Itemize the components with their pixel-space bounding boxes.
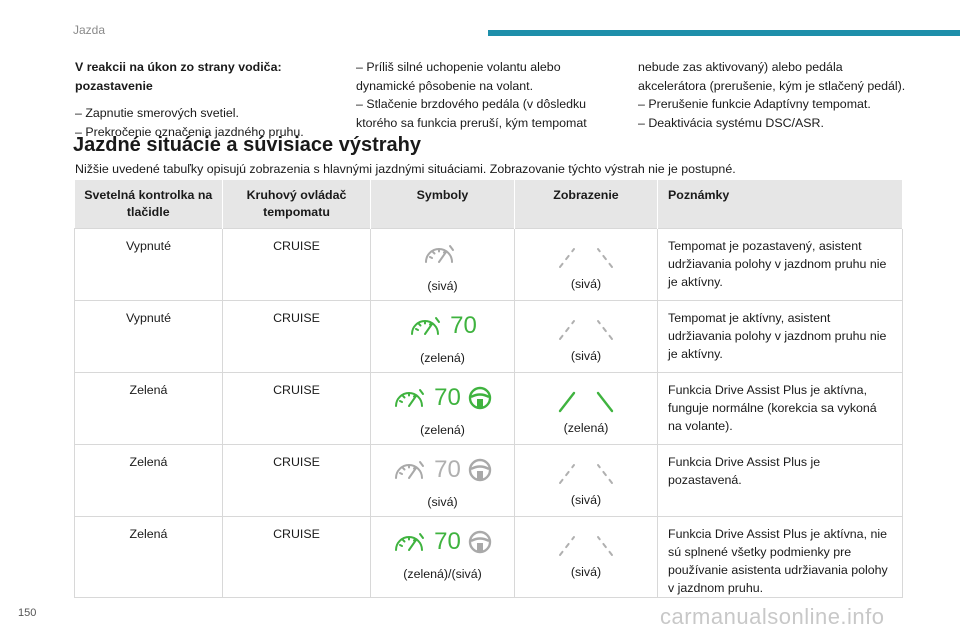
display-cell: (sivá) bbox=[514, 228, 658, 301]
note-cell: Tempomat je pozastavený, asistent udržia… bbox=[657, 228, 903, 301]
symbol-cell: 70 (sivá) bbox=[370, 444, 515, 517]
table-row: Vypnuté CRUISE (sivá) bbox=[74, 228, 903, 301]
symbol-cell: 70 (zelená) bbox=[370, 300, 515, 373]
steering-wheel-icon bbox=[468, 458, 492, 482]
light-cell: Zelená bbox=[74, 516, 223, 598]
display-cell: (sivá) bbox=[514, 300, 658, 373]
light-cell: Vypnuté bbox=[74, 300, 223, 373]
symbol-caption: (zelená)/(sivá) bbox=[403, 567, 482, 581]
speedometer-icon bbox=[395, 533, 425, 551]
section-intro: Nižšie uvedené tabuľky opisujú zobrazeni… bbox=[75, 162, 736, 176]
note-cell: Funkcia Drive Assist Plus je pozastavená… bbox=[657, 444, 903, 517]
control-cell: CRUISE bbox=[222, 300, 371, 373]
note-cell: Tempomat je aktívny, asistent udržiavani… bbox=[657, 300, 903, 373]
display-caption: (sivá) bbox=[570, 349, 602, 363]
table-row: Vypnuté CRUISE 70 (zelená) bbox=[74, 300, 903, 373]
column-header: Zobrazenie bbox=[514, 180, 658, 229]
speed-value: 70 bbox=[434, 384, 461, 411]
lane-markings-icon bbox=[559, 536, 613, 556]
intro-column-1: V reakcii na úkon zo strany vodiča: poza… bbox=[75, 58, 315, 141]
lane-markings-icon bbox=[559, 464, 613, 484]
warnings-table: Svetelná kontrolka na tlačidle Kruhový o… bbox=[74, 180, 903, 598]
display-caption: (sivá) bbox=[570, 493, 602, 507]
symbol-caption: (sivá) bbox=[427, 279, 458, 293]
table-row: Zelená CRUISE 70 bbox=[74, 516, 903, 598]
symbol-caption: (zelená) bbox=[420, 423, 465, 437]
section-label: Jazda bbox=[73, 23, 106, 37]
list-item: akcelerátora (prerušenie, kým je stlačen… bbox=[638, 78, 906, 93]
display-caption: (sivá) bbox=[570, 277, 602, 291]
display-caption: (sivá) bbox=[570, 565, 602, 579]
subheading: V reakcii na úkon zo strany vodiča: poza… bbox=[75, 58, 315, 95]
steering-wheel-icon bbox=[468, 530, 492, 554]
speedometer-icon bbox=[395, 461, 425, 479]
control-cell: CRUISE bbox=[222, 372, 371, 445]
subheading-line: pozastavenie bbox=[75, 78, 153, 93]
table-row: Zelená CRUISE 70 bbox=[74, 372, 903, 445]
light-cell: Zelená bbox=[74, 444, 223, 517]
steering-wheel-icon bbox=[468, 386, 492, 410]
watermark: carmanualsonline.info bbox=[660, 604, 885, 629]
column-header: Symboly bbox=[370, 180, 515, 229]
display-cell: (zelená) bbox=[514, 372, 658, 445]
list-item: – Zapnutie smerových svetiel. bbox=[75, 106, 239, 120]
lane-markings-icon bbox=[559, 248, 613, 268]
list-item: – Prerušenie funkcie Adaptívny tempomat. bbox=[638, 97, 871, 111]
column-header: Svetelná kontrolka na tlačidle bbox=[74, 180, 223, 229]
symbol-cell: (sivá) bbox=[370, 228, 515, 301]
table-header-row: Svetelná kontrolka na tlačidle Kruhový o… bbox=[74, 180, 903, 229]
column-header: Kruhový ovládač tempomatu bbox=[222, 180, 371, 229]
speedometer-icon bbox=[424, 245, 454, 263]
lane-markings-icon bbox=[559, 320, 613, 340]
control-cell: CRUISE bbox=[222, 228, 371, 301]
list-item: ktorého sa funkcia preruší, kým tempomat bbox=[356, 115, 587, 130]
column-header: Poznámky bbox=[657, 180, 903, 229]
accent-bar bbox=[488, 30, 960, 36]
symbol-caption: (zelená) bbox=[420, 351, 465, 365]
speed-value: 70 bbox=[434, 456, 461, 483]
list-item: – Príliš silné uchopenie volantu alebo bbox=[356, 60, 561, 74]
list-item: – Deaktivácia systému DSC/ASR. bbox=[638, 115, 824, 130]
list-item: – Prekročenie označenia jazdného pruhu. bbox=[75, 124, 304, 139]
control-cell: CRUISE bbox=[222, 516, 371, 598]
page-number: 150 bbox=[18, 607, 37, 619]
list-item: – Stlačenie brzdového pedála (v dôsledku bbox=[356, 97, 587, 111]
list-item: dynamické pôsobenie na volant. bbox=[356, 78, 534, 93]
control-cell: CRUISE bbox=[222, 444, 371, 517]
speedometer-icon bbox=[395, 389, 425, 407]
light-cell: Zelená bbox=[74, 372, 223, 445]
intro-column-3: nebude zas aktivovaný) alebo pedála akce… bbox=[638, 58, 938, 132]
table-row: Zelená CRUISE 70 bbox=[74, 444, 903, 517]
light-cell: Vypnuté bbox=[74, 228, 223, 301]
display-caption: (zelená) bbox=[563, 421, 609, 435]
speedometer-icon bbox=[411, 317, 441, 335]
section-heading: Jazdné situácie a súvisiace výstrahy bbox=[73, 134, 421, 156]
note-cell: Funkcia Drive Assist Plus je aktívna, ni… bbox=[657, 516, 903, 598]
subheading-line: V reakcii na úkon zo strany vodiča: bbox=[75, 60, 282, 74]
symbol-cell: 70 (zelená) bbox=[370, 372, 515, 445]
list-item: nebude zas aktivovaný) alebo pedála bbox=[638, 60, 843, 74]
note-cell: Funkcia Drive Assist Plus je aktívna, fu… bbox=[657, 372, 903, 445]
intro-column-2: – Príliš silné uchopenie volantu alebo d… bbox=[356, 58, 606, 132]
symbol-cell: 70 (zelená)/(sivá) bbox=[370, 516, 515, 598]
display-cell: (sivá) bbox=[514, 516, 658, 598]
speed-value: 70 bbox=[434, 528, 461, 555]
symbol-caption: (sivá) bbox=[427, 495, 458, 509]
display-cell: (sivá) bbox=[514, 444, 658, 517]
speed-value: 70 bbox=[450, 312, 477, 339]
lane-markings-icon bbox=[558, 391, 614, 413]
